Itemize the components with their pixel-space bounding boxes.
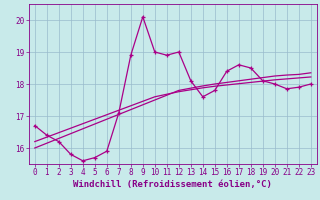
X-axis label: Windchill (Refroidissement éolien,°C): Windchill (Refroidissement éolien,°C) xyxy=(73,180,272,189)
